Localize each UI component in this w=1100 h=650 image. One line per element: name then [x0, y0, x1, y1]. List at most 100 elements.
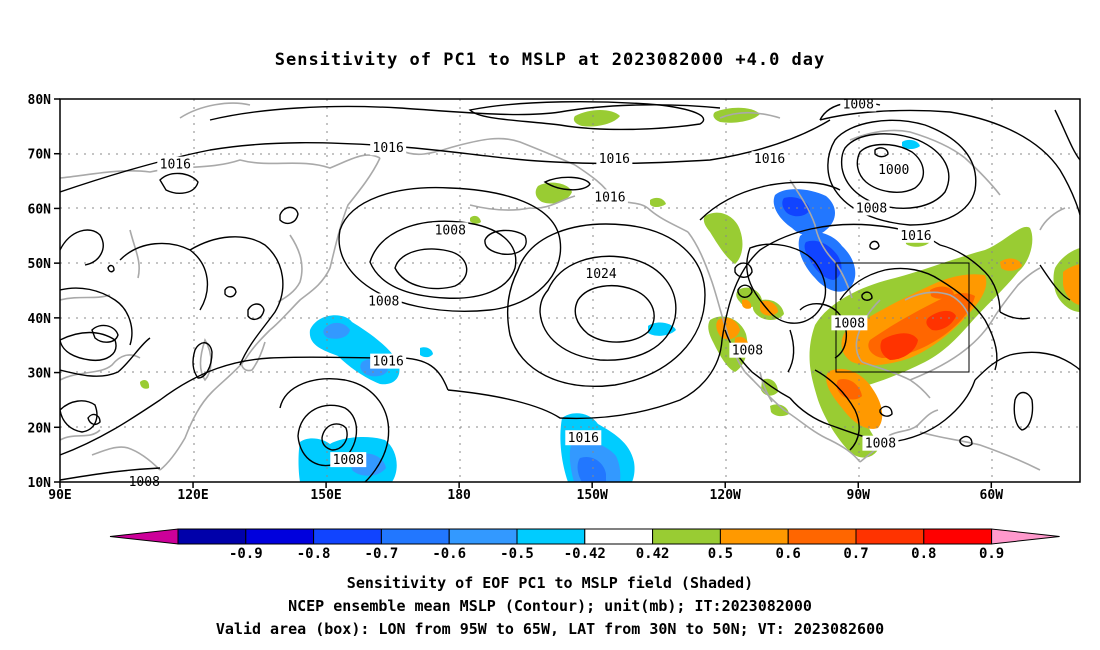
contour-label-bg — [583, 266, 620, 282]
colorbar-label: -0.5 — [500, 546, 534, 562]
positive-area — [713, 107, 760, 123]
mslp-contours — [60, 101, 1080, 482]
lat-tick-label: 80N — [28, 93, 52, 108]
plot-frame — [59, 98, 1081, 483]
coastlines — [60, 102, 1066, 471]
colorbar-swatch — [448, 528, 518, 545]
negative-area — [577, 456, 606, 482]
contour-label-bg — [862, 435, 899, 451]
colorbar-swatch — [719, 528, 789, 545]
colorbar-swatch — [787, 528, 857, 545]
colorbar-label: -0.7 — [365, 546, 399, 562]
contour-label: 1016 — [599, 152, 630, 167]
contour-label: 1008 — [865, 437, 896, 452]
caption-contour: NCEP ensemble mean MSLP (Contour); unit(… — [288, 597, 812, 615]
negative-area — [782, 197, 810, 217]
negative-area — [309, 315, 400, 385]
contour-label-bg — [365, 293, 402, 309]
lat-tick-label: 60N — [28, 202, 52, 217]
contour-label-bg — [432, 222, 469, 238]
caption-valid-area: Valid area (box): LON from 95W to 65W, L… — [215, 620, 885, 638]
contour-label: 1016 — [160, 158, 191, 173]
contour-label-bg — [875, 162, 912, 178]
positive-area — [1000, 258, 1022, 271]
contour-label: 1008 — [856, 201, 887, 216]
lon-tick-label: 150W — [577, 488, 608, 503]
lon-axis: 90E 120E 150E 180 150W 120W 90W 60W — [48, 482, 1003, 503]
sensitivity-shading — [140, 107, 1080, 482]
negative-area — [902, 139, 920, 149]
positive-area — [1063, 264, 1080, 305]
negative-area — [420, 347, 433, 358]
contour-label: 1000 — [878, 163, 909, 178]
contour-label-bg — [370, 140, 407, 156]
colorbar-swatch — [177, 528, 247, 545]
colorbar-label: 0.5 — [708, 546, 733, 562]
positive-area — [760, 300, 778, 316]
contour-label-bg — [729, 342, 766, 358]
lon-tick-label: 150E — [310, 488, 341, 503]
colorbar-low-triangle — [109, 528, 179, 545]
lat-axis: 80N 70N 60N 50N 40N 30N 20N 10N — [28, 93, 60, 491]
contour-label-bg — [596, 151, 633, 167]
colorbar-swatch — [380, 528, 450, 545]
colorbar-label: 0.7 — [843, 546, 868, 562]
contour-label: 1016 — [900, 229, 931, 244]
colorbar-swatch — [245, 528, 315, 545]
contour-label: 1008 — [435, 223, 466, 238]
negative-area — [323, 322, 350, 339]
contour-label: 1008 — [834, 316, 865, 331]
positive-area — [650, 197, 666, 207]
lon-tick-label: 180 — [447, 488, 471, 503]
map-title: Sensitivity of PC1 to MSLP at 2023082000… — [274, 50, 826, 70]
lat-tick-label: 10N — [28, 476, 52, 491]
positive-area — [535, 182, 572, 204]
lon-tick-label: 90W — [847, 488, 871, 503]
colorbar-swatch — [516, 528, 586, 545]
caption-shading: Sensitivity of EOF PC1 to MSLP field (Sh… — [346, 574, 754, 592]
contour-label: 1008 — [843, 97, 874, 112]
colorbar-swatch — [923, 528, 993, 545]
positive-area — [836, 378, 862, 400]
contour-label: 1016 — [568, 431, 599, 446]
positive-area — [470, 215, 481, 224]
contour-label: 1008 — [333, 453, 364, 468]
contour-label: 1016 — [754, 152, 785, 167]
colorbar-label: 0.8 — [911, 546, 936, 562]
contour-label-bg — [565, 430, 602, 446]
lat-tick-label: 50N — [28, 257, 52, 272]
positive-area — [573, 110, 620, 127]
contour-label: 1008 — [368, 294, 399, 309]
lon-tick-label: 120W — [710, 488, 741, 503]
lat-tick-label: 30N — [28, 367, 52, 382]
contour-label: 1024 — [585, 267, 616, 282]
contour-label-bg — [853, 200, 890, 216]
lat-tick-label: 40N — [28, 312, 52, 327]
colorbar-label: 0.42 — [636, 546, 670, 562]
colorbar-label: -0.42 — [564, 546, 606, 562]
contour-label: 1016 — [373, 355, 404, 370]
colorbar-label: -0.9 — [229, 546, 263, 562]
colorbar-swatch — [313, 528, 382, 545]
colorbar-swatch — [584, 528, 654, 545]
positive-area — [770, 404, 789, 417]
lon-tick-label: 120E — [177, 488, 208, 503]
positive-area — [880, 333, 918, 360]
contour-label-bg — [370, 353, 407, 369]
contour-label-bg — [157, 156, 194, 172]
negative-area — [804, 240, 842, 280]
lat-tick-label: 20N — [28, 421, 52, 436]
positive-area — [742, 299, 752, 309]
colorbar-swatch — [855, 528, 925, 545]
contour-label-bg — [751, 151, 788, 167]
contour-label: 1016 — [373, 141, 404, 156]
lat-tick-label: 70N — [28, 148, 52, 163]
contour-label-bg — [831, 315, 868, 331]
lon-tick-label: 60W — [980, 488, 1004, 503]
colorbar-label: 0.6 — [776, 546, 801, 562]
colorbar-label: -0.8 — [297, 546, 331, 562]
contour-label-bg — [897, 227, 934, 243]
positive-area — [716, 317, 740, 340]
positive-area — [140, 380, 150, 389]
